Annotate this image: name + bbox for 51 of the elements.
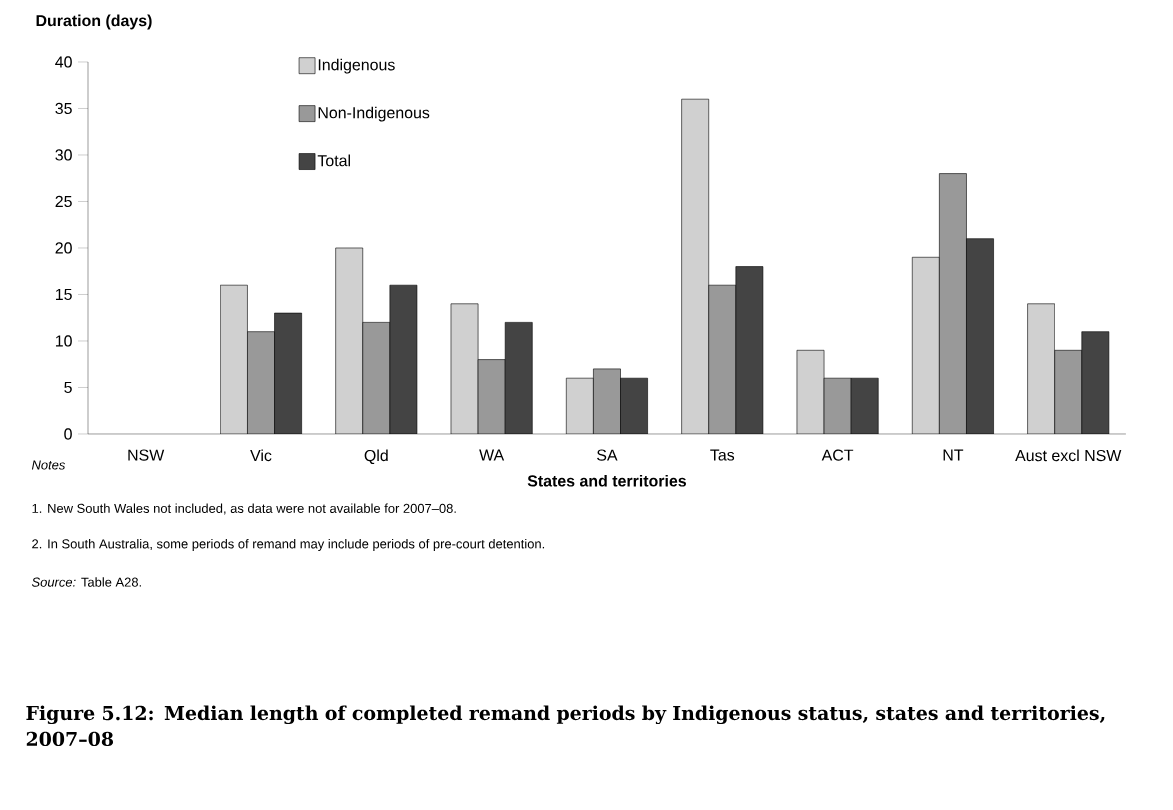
x-tick-label: SA (597, 449, 618, 461)
x-tick-label: NT (943, 449, 964, 461)
y-tick-label: 30 (55, 149, 72, 161)
x-tick-label: Aust excl NSW (1015, 449, 1122, 462)
bar (566, 378, 594, 434)
bar (1054, 349, 1083, 434)
bar (681, 99, 709, 434)
text: Source: Table A28. (31, 577, 141, 587)
x-tick-label: NSW (128, 449, 165, 461)
bar (939, 173, 967, 434)
text: 2. In South Australia, some periods of remand may include periods of pre-court detention. (32, 538, 545, 552)
y-tick-label: 40 (55, 56, 72, 68)
bar (478, 359, 506, 434)
legend-label: Non-Indigenous (318, 106, 430, 122)
text: Figure 5.12: Median length of completed remand periods by Indigenous status, states and territories, 2007–08 (26, 705, 1105, 747)
x-tick-label: Tas (710, 449, 735, 461)
text: 1. New South Wales not included, as data were not available for 2007–08. (32, 503, 456, 515)
x-axis-title: States and territories (527, 474, 686, 487)
y-axis-title: Duration (days) (36, 14, 152, 30)
x-tick-label: Vic (250, 449, 272, 462)
bar (505, 322, 533, 434)
text: Notes (31, 460, 66, 470)
bar (1027, 303, 1055, 434)
y-tick-label: 25 (55, 195, 72, 208)
y-tick-label: 5 (64, 381, 72, 394)
bar (708, 285, 736, 434)
bar (851, 378, 879, 434)
x-tick-label: Qld (364, 449, 388, 465)
bar (735, 266, 763, 434)
bar (274, 313, 302, 434)
y-tick-label: 20 (55, 242, 72, 254)
bar (966, 238, 994, 434)
x-tick-label: ACT (821, 449, 854, 461)
bar (1081, 331, 1110, 434)
legend-label: Total (317, 154, 350, 167)
bar (335, 247, 363, 434)
y-tick-label: 10 (55, 335, 72, 347)
bar (796, 350, 825, 434)
bar (389, 285, 417, 434)
bar (620, 378, 648, 434)
bar (450, 303, 479, 434)
bar (220, 285, 248, 434)
bar (247, 331, 275, 434)
bar (362, 322, 390, 434)
y-tick-label: 35 (55, 102, 72, 115)
y-tick-label: 0 (64, 428, 72, 440)
legend-label: Indigenous (318, 58, 395, 74)
bar (912, 257, 940, 434)
bar (593, 368, 621, 434)
y-tick-label: 15 (55, 288, 72, 301)
x-tick-label: WA (479, 449, 505, 461)
